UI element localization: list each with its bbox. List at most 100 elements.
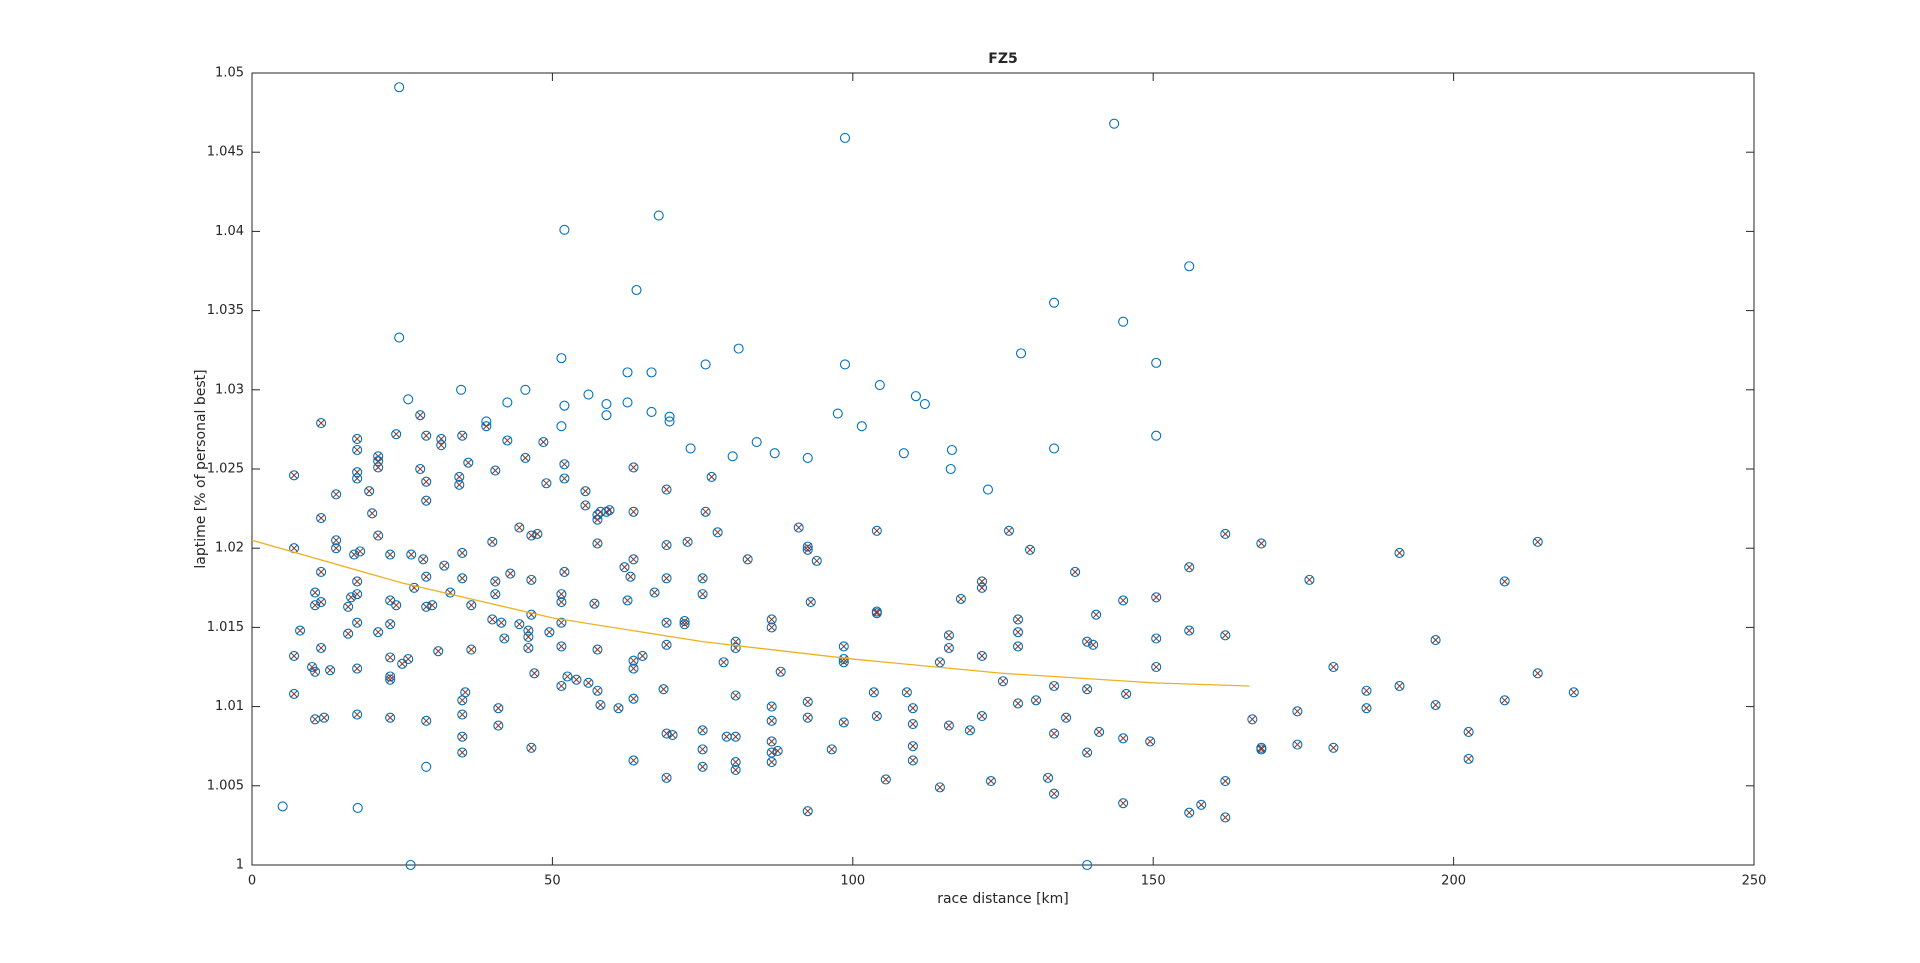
point-cross: [873, 712, 881, 720]
point-cross: [1395, 682, 1404, 690]
point-marker: [439, 560, 450, 571]
point-marker: [1030, 695, 1042, 706]
point-marker: [682, 536, 693, 547]
point-marker: [839, 359, 851, 370]
point-marker: [544, 627, 555, 638]
point-cross: [527, 744, 535, 752]
point-cross: [999, 677, 1007, 685]
point-cross: [732, 733, 740, 741]
point-marker: [373, 456, 384, 467]
point-marker: [664, 416, 675, 427]
point-marker: [529, 668, 540, 679]
point-cross: [392, 601, 400, 609]
point-marker: [1049, 788, 1060, 799]
y-tick-label: 1.015: [207, 620, 244, 635]
point-cross: [1026, 546, 1034, 554]
point-marker: [466, 600, 477, 611]
point-marker: [625, 571, 636, 582]
point-marker: [463, 457, 474, 468]
point-cross: [290, 471, 298, 479]
point-cross: [978, 652, 986, 660]
point-marker: [352, 576, 363, 587]
point-marker: [766, 622, 777, 633]
point-marker: [583, 389, 594, 400]
point-marker: [595, 699, 606, 711]
point-marker: [385, 712, 396, 723]
point-cross: [987, 777, 995, 785]
point-marker: [697, 573, 708, 584]
point-cross: [560, 568, 568, 576]
point-marker: [415, 410, 426, 421]
point-marker: [985, 775, 997, 787]
point-marker: [1145, 736, 1156, 747]
point-cross: [290, 690, 298, 698]
point-cross: [311, 588, 319, 597]
point-cross: [623, 596, 632, 605]
point-marker: [556, 353, 567, 364]
point-cross: [1089, 641, 1097, 649]
point-marker: [604, 505, 615, 516]
point-cross: [527, 576, 535, 584]
point-cross: [629, 463, 638, 471]
point-marker: [1184, 807, 1195, 818]
point-marker: [769, 448, 780, 459]
point-cross: [828, 745, 836, 753]
point-marker: [838, 641, 849, 652]
point-cross: [870, 688, 878, 696]
point-marker: [982, 484, 994, 495]
point-marker: [649, 587, 660, 598]
point-cross: [1095, 728, 1103, 736]
point-cross: [1197, 801, 1205, 809]
point-marker: [1184, 625, 1195, 636]
point-marker: [490, 589, 501, 600]
point-cross: [581, 487, 589, 495]
point-cross: [320, 714, 328, 722]
point-marker: [793, 522, 804, 533]
point-cross: [458, 748, 466, 757]
point-marker: [1151, 430, 1162, 441]
y-tick-label: 1.025: [207, 462, 244, 477]
point-cross: [458, 574, 466, 582]
point-cross: [467, 646, 475, 654]
point-cross: [978, 712, 986, 720]
point-marker: [580, 500, 591, 511]
point-marker: [454, 479, 465, 490]
point-cross: [584, 679, 593, 687]
point-cross: [605, 506, 614, 514]
point-cross: [416, 411, 424, 419]
point-marker: [385, 671, 396, 682]
point-cross: [557, 642, 565, 650]
point-cross: [482, 422, 490, 430]
point-marker: [934, 782, 945, 793]
point-marker: [679, 619, 690, 630]
point-cross: [572, 676, 580, 684]
point-marker: [619, 562, 630, 573]
point-marker: [839, 132, 851, 143]
point-cross: [1050, 729, 1058, 738]
point-cross: [386, 672, 394, 681]
point-marker: [697, 761, 708, 772]
point-marker: [1012, 627, 1024, 638]
point-marker: [352, 589, 363, 600]
point-marker: [1256, 538, 1267, 549]
point-marker: [457, 547, 468, 559]
point-marker: [559, 473, 570, 484]
point-cross: [386, 676, 394, 684]
point-cross: [1534, 669, 1542, 677]
point-cross: [966, 726, 974, 734]
point-marker: [556, 680, 567, 692]
point-cross: [681, 617, 689, 625]
point-cross: [813, 557, 821, 565]
point-cross: [521, 454, 529, 462]
point-cross: [957, 595, 965, 603]
point-marker: [502, 435, 513, 446]
point-marker: [1328, 742, 1339, 753]
point-marker: [1003, 525, 1015, 536]
point-marker: [712, 527, 723, 538]
point-marker: [277, 801, 288, 812]
point-marker: [802, 806, 813, 817]
point-marker: [1532, 668, 1543, 679]
point-marker: [943, 720, 954, 731]
point-marker: [556, 597, 567, 608]
point-marker: [571, 674, 582, 685]
